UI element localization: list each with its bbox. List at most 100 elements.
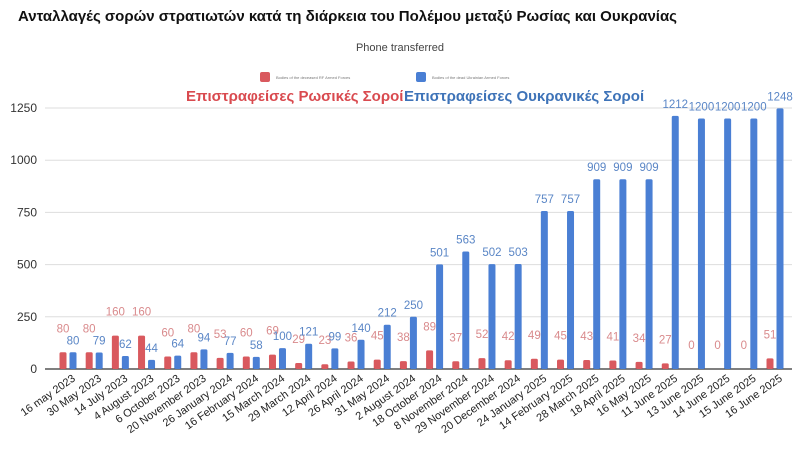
data-label: 53: [214, 329, 227, 341]
data-label: 121: [299, 327, 318, 339]
data-label: 1248: [767, 91, 793, 103]
data-label: 43: [580, 331, 593, 343]
bar-ukrainian: [69, 352, 77, 369]
bar-russian: [295, 362, 303, 369]
legend-swatch-red: [260, 72, 270, 82]
bar-russian: [373, 359, 381, 369]
bar-ukrainian: [436, 264, 444, 369]
legend-item-russian: Bodies of the deceased RF Armed Forces: [260, 72, 350, 82]
bar-russian: [85, 352, 93, 369]
bar-russian: [59, 352, 67, 369]
data-label: 80: [188, 323, 201, 335]
bar-ukrainian: [462, 251, 470, 369]
bar-russian: [164, 356, 172, 369]
data-label: 160: [132, 307, 151, 319]
bar-ukrainian: [357, 339, 365, 369]
bar-ukrainian: [200, 349, 208, 369]
annotation-ukrainian: Επιστραφείσες Ουκρανικές Σοροί: [404, 88, 645, 105]
data-label: 44: [145, 343, 158, 355]
data-label: 94: [198, 332, 211, 344]
data-label: 52: [476, 329, 489, 341]
data-label: 0: [741, 340, 747, 352]
y-tick-label: 1000: [10, 153, 37, 167]
y-tick-label: 750: [17, 205, 37, 219]
data-label: 757: [535, 194, 554, 206]
data-label: 503: [509, 247, 528, 259]
bar-russian: [321, 364, 329, 369]
data-label: 250: [404, 300, 423, 312]
bar-russian: [530, 358, 538, 369]
data-label: 64: [171, 339, 184, 351]
bar-russian: [347, 361, 355, 369]
data-label: 909: [613, 162, 632, 174]
bar-ukrainian: [750, 118, 758, 369]
data-label: 80: [83, 323, 96, 335]
bar-ukrainian: [148, 359, 156, 369]
data-label: 38: [397, 332, 410, 344]
y-tick-label: 1250: [10, 101, 37, 115]
data-label: 0: [688, 340, 694, 352]
data-label: 79: [93, 336, 106, 348]
data-label: 37: [449, 332, 462, 344]
data-label: 502: [482, 247, 501, 259]
data-label: 909: [587, 162, 606, 174]
data-label: 45: [554, 331, 567, 343]
data-label: 58: [250, 340, 263, 352]
bar-ukrainian: [619, 179, 627, 369]
bar-ukrainian: [278, 348, 286, 369]
bar-ukrainian: [645, 179, 653, 369]
data-label: 29: [292, 334, 305, 346]
data-label: 501: [430, 247, 449, 259]
y-tick-label: 250: [17, 310, 37, 324]
bar-ukrainian: [776, 108, 784, 369]
data-label: 51: [764, 329, 777, 341]
bar-ukrainian: [514, 263, 522, 369]
bar-ukrainian: [121, 356, 129, 369]
data-label: 60: [240, 327, 253, 339]
data-label: 1212: [662, 99, 688, 111]
chart-title: Ανταλλαγές σορών στρατιωτών κατά τη διάρ…: [18, 8, 677, 25]
data-label: 80: [67, 335, 80, 347]
bar-ukrainian: [724, 118, 732, 369]
bar-ukrainian: [671, 115, 679, 369]
bar-russian: [190, 352, 198, 369]
data-label: 140: [351, 323, 370, 335]
bar-russian: [138, 335, 146, 369]
bar-ukrainian: [697, 118, 705, 369]
data-label: 45: [371, 331, 384, 343]
bar-ukrainian: [174, 355, 182, 369]
data-label: 34: [633, 333, 646, 345]
y-tick-label: 500: [17, 258, 37, 272]
bar-russian: [661, 363, 669, 369]
data-label: 1200: [715, 101, 741, 113]
bar-ukrainian: [305, 343, 313, 369]
bar-russian: [478, 358, 486, 369]
bar-russian: [609, 360, 617, 369]
bar-ukrainian: [331, 348, 339, 369]
data-label: 62: [119, 339, 132, 351]
data-label: 1200: [689, 101, 715, 113]
bar-russian: [583, 360, 591, 369]
data-label: 100: [273, 331, 292, 343]
bar-russian: [111, 335, 119, 369]
bar-russian: [452, 361, 460, 369]
data-label: 27: [659, 334, 672, 346]
legend-label: Bodies of the dead Ukrainian Armed Force…: [432, 74, 510, 80]
data-label: 42: [502, 331, 515, 343]
data-label: 99: [328, 331, 341, 343]
bar-ukrainian: [409, 316, 417, 369]
legend-item-ukrainian: Bodies of the dead Ukrainian Armed Force…: [416, 72, 509, 82]
bar-russian: [766, 358, 774, 369]
bar-russian: [426, 350, 434, 369]
bar-ukrainian: [95, 352, 103, 369]
data-label: 60: [161, 327, 174, 339]
bar-russian: [557, 359, 565, 369]
data-label: 212: [378, 308, 397, 320]
bar-russian: [216, 357, 224, 369]
legend-label: Bodies of the deceased RF Armed Forces: [276, 74, 351, 80]
data-label: 80: [57, 323, 70, 335]
data-label: 160: [106, 307, 125, 319]
data-label: 69: [266, 326, 279, 338]
annotation-russian: Επιστραφείσες Ρωσικές Σοροί: [186, 88, 404, 105]
